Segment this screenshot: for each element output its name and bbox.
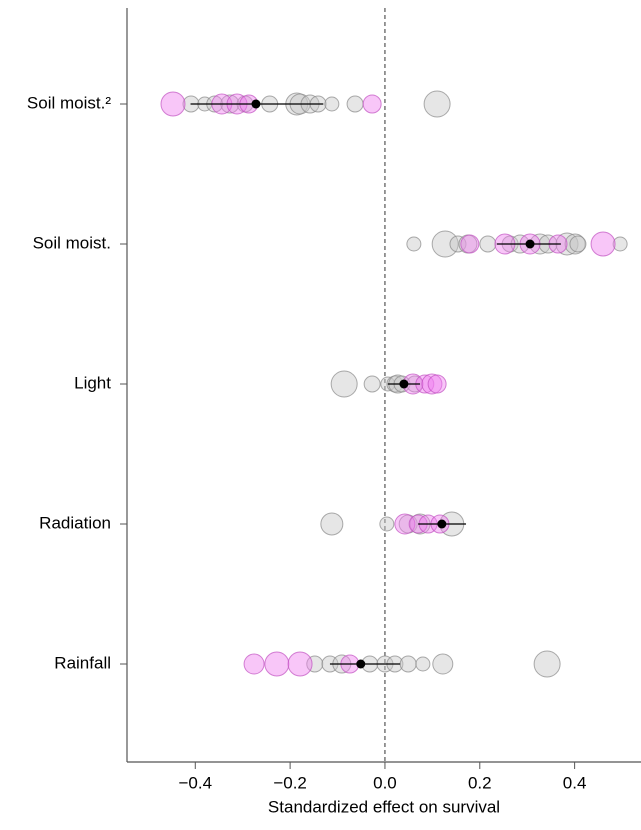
y-tick-label: Soil moist.² <box>27 93 111 112</box>
y-tick-label: Light <box>74 373 111 392</box>
point <box>421 373 443 395</box>
point <box>399 655 417 673</box>
point <box>564 233 586 255</box>
point <box>427 374 447 394</box>
x-tick-label: −0.2 <box>273 773 307 792</box>
point <box>346 95 364 113</box>
x-axis-label: Standardized effect on survival <box>268 797 500 816</box>
point <box>569 235 587 253</box>
point <box>394 513 416 535</box>
point <box>363 375 381 393</box>
x-tick-label: 0.0 <box>373 773 397 792</box>
point <box>264 651 290 677</box>
y-tick-label: Radiation <box>39 513 111 532</box>
point <box>590 231 616 257</box>
x-tick-label: 0.2 <box>468 773 492 792</box>
point <box>324 96 340 112</box>
point <box>431 230 459 258</box>
mean-point <box>525 239 535 249</box>
y-tick-label: Soil moist. <box>33 233 111 252</box>
point <box>415 656 431 672</box>
y-tick-label: Rainfall <box>54 653 111 672</box>
point <box>406 236 422 252</box>
mean-point <box>437 519 447 529</box>
mean-point <box>399 379 409 389</box>
point <box>460 234 480 254</box>
point <box>533 650 561 678</box>
point <box>379 516 395 532</box>
point <box>287 651 313 677</box>
point <box>362 94 382 114</box>
x-tick-label: −0.4 <box>178 773 212 792</box>
mean-point <box>356 659 366 669</box>
point <box>479 235 497 253</box>
point <box>243 653 265 675</box>
point <box>160 91 186 117</box>
point <box>612 236 628 252</box>
point <box>330 370 358 398</box>
point <box>306 655 324 673</box>
point <box>423 90 451 118</box>
x-tick-label: 0.4 <box>563 773 587 792</box>
point <box>432 653 454 675</box>
mean-point <box>251 99 261 109</box>
point <box>320 512 344 536</box>
